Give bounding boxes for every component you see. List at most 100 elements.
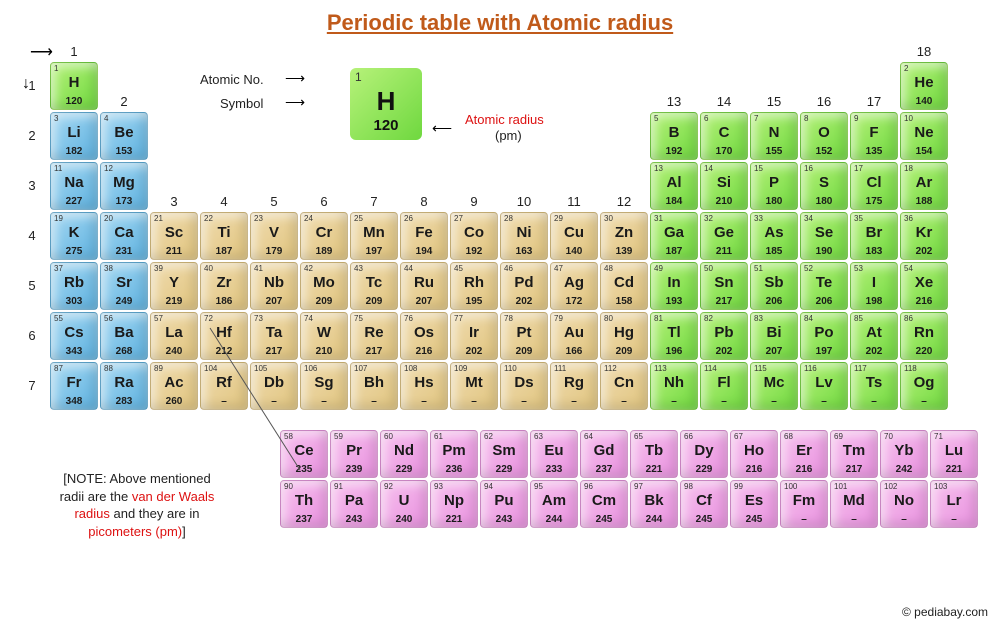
element-cell: 58Ce235 xyxy=(280,430,328,478)
atomic-number: 21 xyxy=(154,214,163,223)
atomic-number: 32 xyxy=(704,214,713,223)
element-cell: 109Mt– xyxy=(450,362,498,410)
atomic-radius: 221 xyxy=(931,464,977,475)
element-cell: 112Cn– xyxy=(600,362,648,410)
atomic-number: 33 xyxy=(754,214,763,223)
atomic-number: 26 xyxy=(404,214,413,223)
element-cell: 74W210 xyxy=(300,312,348,360)
element-symbol: Eu xyxy=(531,442,577,459)
element-symbol: Ni xyxy=(501,224,547,241)
atomic-radius: – xyxy=(501,396,547,407)
element-cell: 19K275 xyxy=(50,212,98,260)
element-cell: 10Ne154 xyxy=(900,112,948,160)
atomic-number: 63 xyxy=(534,432,543,441)
element-cell: 95Am244 xyxy=(530,480,578,528)
element-symbol: La xyxy=(151,324,197,341)
atomic-radius: 202 xyxy=(501,296,547,307)
element-symbol: Sg xyxy=(301,374,347,391)
atomic-number: 80 xyxy=(604,314,613,323)
element-symbol: Cu xyxy=(551,224,597,241)
element-cell: 115Mc– xyxy=(750,362,798,410)
element-cell: 65Tb221 xyxy=(630,430,678,478)
note-text: [NOTE: Above mentioned radii are the van… xyxy=(32,470,242,540)
atomic-radius: 209 xyxy=(301,296,347,307)
page-title: Periodic table with Atomic radius xyxy=(0,0,1000,36)
element-cell: 16S180 xyxy=(800,162,848,210)
element-symbol: Fr xyxy=(51,374,97,391)
atomic-radius: 303 xyxy=(51,296,97,307)
element-symbol: Sr xyxy=(101,274,147,291)
element-cell: 103Lr– xyxy=(930,480,978,528)
element-symbol: Fm xyxy=(781,492,827,509)
element-symbol: Pm xyxy=(431,442,477,459)
atomic-number: 84 xyxy=(804,314,813,323)
element-symbol: Sm xyxy=(481,442,527,459)
element-cell: 3Li182 xyxy=(50,112,98,160)
element-symbol: Tm xyxy=(831,442,877,459)
element-symbol: Lv xyxy=(801,374,847,391)
element-symbol: Ce xyxy=(281,442,327,459)
atomic-number: 88 xyxy=(104,364,113,373)
group-label: 10 xyxy=(500,194,548,209)
element-cell: 22Ti187 xyxy=(200,212,248,260)
atomic-number: 25 xyxy=(354,214,363,223)
element-cell: 7N155 xyxy=(750,112,798,160)
element-cell: 113Nh– xyxy=(650,362,698,410)
element-symbol: Y xyxy=(151,274,197,291)
atomic-radius: 243 xyxy=(481,514,527,525)
atomic-radius: 243 xyxy=(331,514,377,525)
element-cell: 38Sr249 xyxy=(100,262,148,310)
element-cell: 20Ca231 xyxy=(100,212,148,260)
atomic-radius: – xyxy=(901,396,947,407)
element-symbol: Pa xyxy=(331,492,377,509)
atomic-radius: 182 xyxy=(51,146,97,157)
element-cell: 57La240 xyxy=(150,312,198,360)
element-cell: 66Dy229 xyxy=(680,430,728,478)
atomic-radius: – xyxy=(201,396,247,407)
atomic-radius: 348 xyxy=(51,396,97,407)
element-cell: 76Os216 xyxy=(400,312,448,360)
element-symbol: Nb xyxy=(251,274,297,291)
element-symbol: Os xyxy=(401,324,447,341)
atomic-number: 7 xyxy=(754,114,758,123)
atomic-number: 85 xyxy=(854,314,863,323)
element-symbol: Al xyxy=(651,174,697,191)
element-cell: 30Zn139 xyxy=(600,212,648,260)
atomic-radius: 183 xyxy=(851,246,897,257)
element-symbol: Ta xyxy=(251,324,297,341)
element-symbol: Rn xyxy=(901,324,947,341)
atomic-number: 101 xyxy=(834,482,847,491)
atomic-number: 87 xyxy=(54,364,63,373)
atomic-radius: 207 xyxy=(251,296,297,307)
atomic-number: 11 xyxy=(54,164,62,173)
element-cell: 67Ho216 xyxy=(730,430,778,478)
atomic-number: 18 xyxy=(904,164,913,173)
atomic-number: 50 xyxy=(704,264,713,273)
element-cell: 11Na227 xyxy=(50,162,98,210)
element-cell: 89Ac260 xyxy=(150,362,198,410)
element-cell: 82Pb202 xyxy=(700,312,748,360)
atomic-radius: 153 xyxy=(101,146,147,157)
atomic-number: 67 xyxy=(734,432,743,441)
atomic-number: 108 xyxy=(404,364,417,373)
atomic-radius: 180 xyxy=(801,196,847,207)
atomic-radius: 221 xyxy=(631,464,677,475)
element-symbol: Rg xyxy=(551,374,597,391)
element-cell: 98Cf245 xyxy=(680,480,728,528)
element-symbol: Th xyxy=(281,492,327,509)
atomic-number: 107 xyxy=(354,364,367,373)
atomic-number: 57 xyxy=(154,314,163,323)
atomic-number: 72 xyxy=(204,314,213,323)
element-symbol: Mc xyxy=(751,374,797,391)
credit-text: © pediabay.com xyxy=(902,605,988,619)
atomic-radius: 140 xyxy=(551,246,597,257)
arrow-icon: ⟶ xyxy=(285,94,305,111)
atomic-radius: 184 xyxy=(651,196,697,207)
element-symbol: Re xyxy=(351,324,397,341)
atomic-number: 1 xyxy=(54,64,58,73)
element-cell: 2He140 xyxy=(900,62,948,110)
atomic-radius: 207 xyxy=(401,296,447,307)
element-cell: 9F135 xyxy=(850,112,898,160)
atomic-number: 117 xyxy=(854,364,867,373)
element-symbol: At xyxy=(851,324,897,341)
